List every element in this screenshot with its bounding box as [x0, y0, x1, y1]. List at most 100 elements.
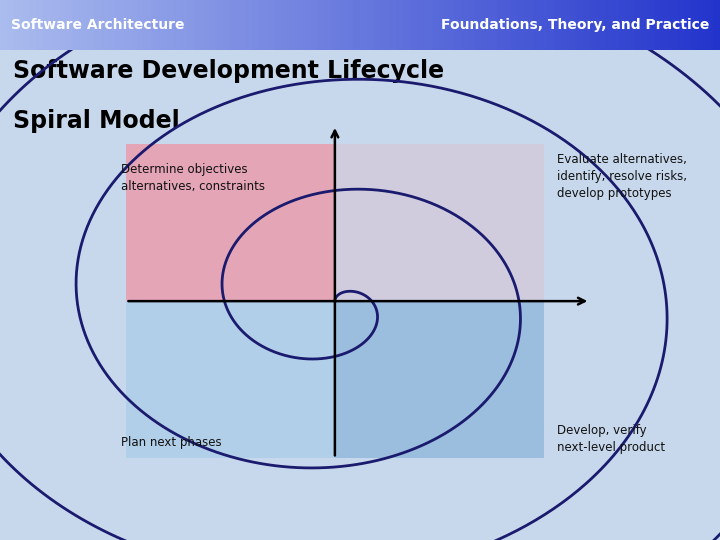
- Bar: [72, 0, 79, 50]
- Bar: [173, 0, 180, 50]
- Bar: [612, 0, 619, 50]
- Bar: [317, 0, 324, 50]
- Bar: [259, 0, 266, 50]
- Bar: [86, 0, 94, 50]
- Text: Determine objectives
alternatives, constraints: Determine objectives alternatives, const…: [122, 163, 266, 193]
- Bar: [202, 0, 209, 50]
- Bar: [125, 301, 544, 458]
- Bar: [302, 0, 310, 50]
- Bar: [335, 301, 544, 458]
- Bar: [216, 0, 223, 50]
- Bar: [338, 0, 346, 50]
- Bar: [223, 0, 230, 50]
- Bar: [511, 0, 518, 50]
- Bar: [295, 0, 302, 50]
- Text: Foundations, Theory, and Practice: Foundations, Theory, and Practice: [441, 18, 709, 32]
- Bar: [590, 0, 598, 50]
- Bar: [562, 0, 569, 50]
- Bar: [331, 0, 338, 50]
- Bar: [79, 0, 86, 50]
- Bar: [641, 0, 648, 50]
- Bar: [374, 0, 382, 50]
- Bar: [360, 0, 367, 50]
- Bar: [274, 0, 281, 50]
- Bar: [662, 0, 670, 50]
- Bar: [691, 0, 698, 50]
- Bar: [547, 0, 554, 50]
- Bar: [569, 0, 576, 50]
- Bar: [605, 0, 612, 50]
- Bar: [533, 0, 540, 50]
- Bar: [125, 144, 544, 301]
- Bar: [454, 0, 461, 50]
- Bar: [396, 0, 403, 50]
- Bar: [583, 0, 590, 50]
- Bar: [698, 0, 706, 50]
- Bar: [180, 0, 187, 50]
- Bar: [432, 0, 439, 50]
- Bar: [209, 0, 216, 50]
- Bar: [576, 0, 583, 50]
- Bar: [482, 0, 490, 50]
- Bar: [418, 0, 425, 50]
- Text: Spiral Model: Spiral Model: [12, 110, 179, 133]
- Bar: [626, 0, 634, 50]
- Bar: [252, 0, 259, 50]
- Bar: [65, 0, 72, 50]
- Bar: [439, 0, 446, 50]
- Text: Software Development Lifecycle: Software Development Lifecycle: [12, 59, 444, 83]
- Bar: [461, 0, 468, 50]
- Bar: [7, 0, 14, 50]
- Bar: [648, 0, 655, 50]
- Bar: [281, 0, 288, 50]
- Bar: [158, 0, 166, 50]
- Bar: [540, 0, 547, 50]
- Bar: [130, 0, 137, 50]
- Bar: [446, 0, 454, 50]
- Bar: [367, 0, 374, 50]
- Bar: [36, 0, 43, 50]
- Bar: [137, 0, 144, 50]
- Bar: [58, 0, 65, 50]
- Bar: [518, 0, 526, 50]
- Bar: [497, 0, 504, 50]
- Bar: [266, 0, 274, 50]
- Bar: [29, 0, 36, 50]
- Bar: [0, 0, 7, 50]
- Bar: [101, 0, 108, 50]
- Bar: [22, 0, 29, 50]
- Bar: [677, 0, 684, 50]
- Bar: [108, 0, 115, 50]
- Bar: [144, 0, 151, 50]
- Bar: [324, 0, 331, 50]
- Bar: [14, 0, 22, 50]
- Bar: [187, 0, 194, 50]
- Bar: [310, 0, 317, 50]
- Bar: [475, 0, 482, 50]
- Bar: [706, 0, 713, 50]
- Bar: [425, 0, 432, 50]
- Bar: [655, 0, 662, 50]
- Bar: [634, 0, 641, 50]
- Bar: [389, 0, 396, 50]
- Bar: [335, 144, 544, 301]
- Text: Plan next phases: Plan next phases: [122, 436, 222, 449]
- Bar: [713, 0, 720, 50]
- Bar: [468, 0, 475, 50]
- Bar: [288, 0, 295, 50]
- Bar: [43, 0, 50, 50]
- Bar: [684, 0, 691, 50]
- Bar: [598, 0, 605, 50]
- Bar: [346, 0, 353, 50]
- Bar: [94, 0, 101, 50]
- Bar: [670, 0, 677, 50]
- Bar: [353, 0, 360, 50]
- Bar: [238, 0, 245, 50]
- Bar: [504, 0, 511, 50]
- Bar: [194, 0, 202, 50]
- Bar: [245, 0, 252, 50]
- Bar: [382, 0, 389, 50]
- Bar: [115, 0, 122, 50]
- Bar: [526, 0, 533, 50]
- Bar: [619, 0, 626, 50]
